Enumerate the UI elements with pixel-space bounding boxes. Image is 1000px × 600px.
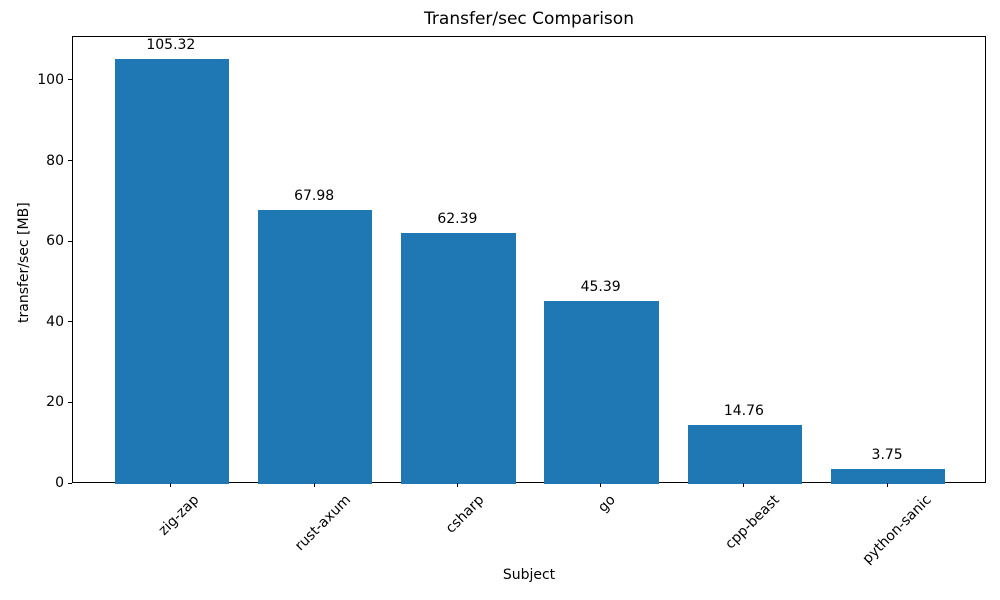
bar [114,59,230,484]
x-tick-label: cpp-beast [722,492,784,553]
bar [544,301,659,484]
y-tick-label: 20 [46,394,64,411]
bar [401,232,516,484]
y-tick-label: 80 [46,152,64,169]
plot-area [72,36,986,484]
y-tick-label: 0 [55,475,64,491]
chart-title: Transfer/sec Comparison [424,9,634,29]
x-tick-label: rust-axum [291,492,355,555]
y-axis-label: transfer/sec [MB] [16,202,32,323]
bar [830,468,946,484]
y-tick-label: 100 [37,71,64,88]
x-tick-label: csharp [442,492,488,537]
x-axis-label: Subject [502,567,556,583]
bars-layer [73,37,985,484]
bar [687,424,803,484]
x-tick-label: go [595,492,620,516]
bar [257,209,373,484]
x-tick-label: zig-zap [155,492,203,539]
x-tick-label: python-sanic [859,492,935,568]
